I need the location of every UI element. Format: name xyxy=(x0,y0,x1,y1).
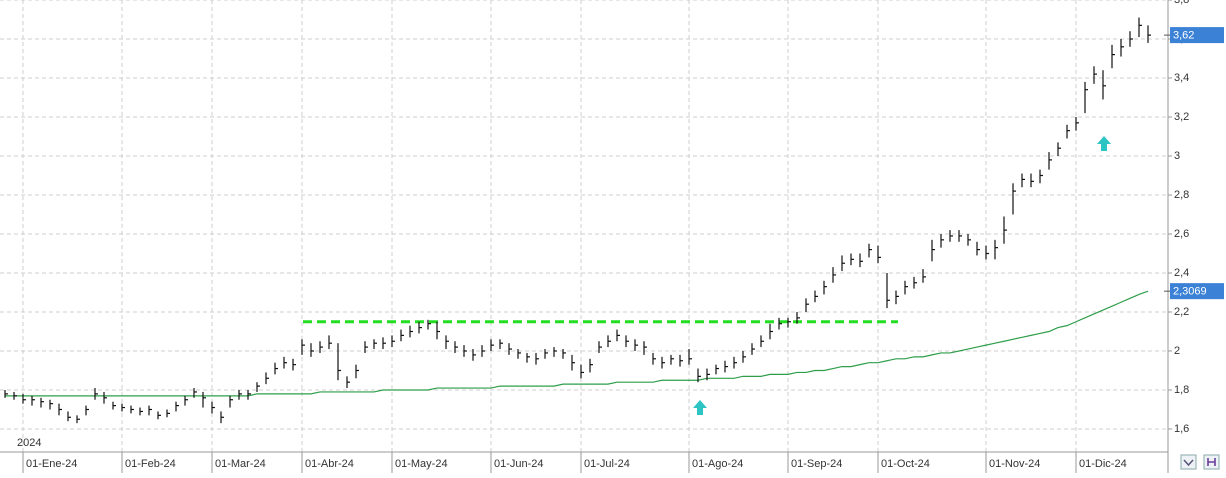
y-tick-label: 3,2 xyxy=(1174,111,1189,123)
price-tag-label: 3,62 xyxy=(1173,30,1194,42)
y-tick-label: 2,8 xyxy=(1174,189,1189,201)
x-tick-label: 01-Oct-24 xyxy=(881,458,930,470)
moving-average-line xyxy=(5,290,1149,397)
hold-icon xyxy=(1207,458,1216,466)
x-tick-label: 01-May-24 xyxy=(395,458,448,470)
y-tick-label: 3,8 xyxy=(1174,0,1189,6)
x-tick-label: 01-Feb-24 xyxy=(125,458,176,470)
y-tick-label: 1,8 xyxy=(1174,384,1189,396)
x-tick-label: 01-Mar-24 xyxy=(215,458,266,470)
x-tick-label: 01-Sep-24 xyxy=(791,458,842,470)
y-tick-label: 2 xyxy=(1174,345,1180,357)
y-tick-label: 2,4 xyxy=(1174,267,1189,279)
x-tick-label: 01-Nov-24 xyxy=(989,458,1040,470)
y-tick-label: 3 xyxy=(1174,150,1180,162)
plot xyxy=(4,17,1151,424)
scroll-button[interactable] xyxy=(1180,454,1197,470)
x-tick-label: 01-Jul-24 xyxy=(584,458,630,470)
signal-arrow xyxy=(693,400,707,415)
y-tick-label: 1,6 xyxy=(1174,423,1189,435)
axes: 1,61,822,22,42,62,833,23,43,63,801-Ene-2… xyxy=(22,0,1224,473)
y-tick-label: 2,2 xyxy=(1174,306,1189,318)
x-tick-label: 01-Jun-24 xyxy=(494,458,544,470)
price-tag xyxy=(1170,283,1224,300)
scroll-icon xyxy=(1183,459,1194,467)
y-tick-label: 3,4 xyxy=(1174,72,1189,84)
y-tick-label: 2,6 xyxy=(1174,228,1189,240)
x-tick-label: 01-Dic-24 xyxy=(1079,458,1127,470)
x-tick-label: 01-Ago-24 xyxy=(692,458,743,470)
year-label: 2024 xyxy=(17,437,41,449)
signal-arrow xyxy=(1097,136,1111,151)
x-tick-label: 01-Abr-24 xyxy=(305,458,354,470)
x-tick-label: 01-Ene-24 xyxy=(26,458,77,470)
grid xyxy=(0,0,1168,452)
price-tag-label: 2,3069 xyxy=(1173,286,1207,298)
price-tag xyxy=(1170,27,1224,44)
